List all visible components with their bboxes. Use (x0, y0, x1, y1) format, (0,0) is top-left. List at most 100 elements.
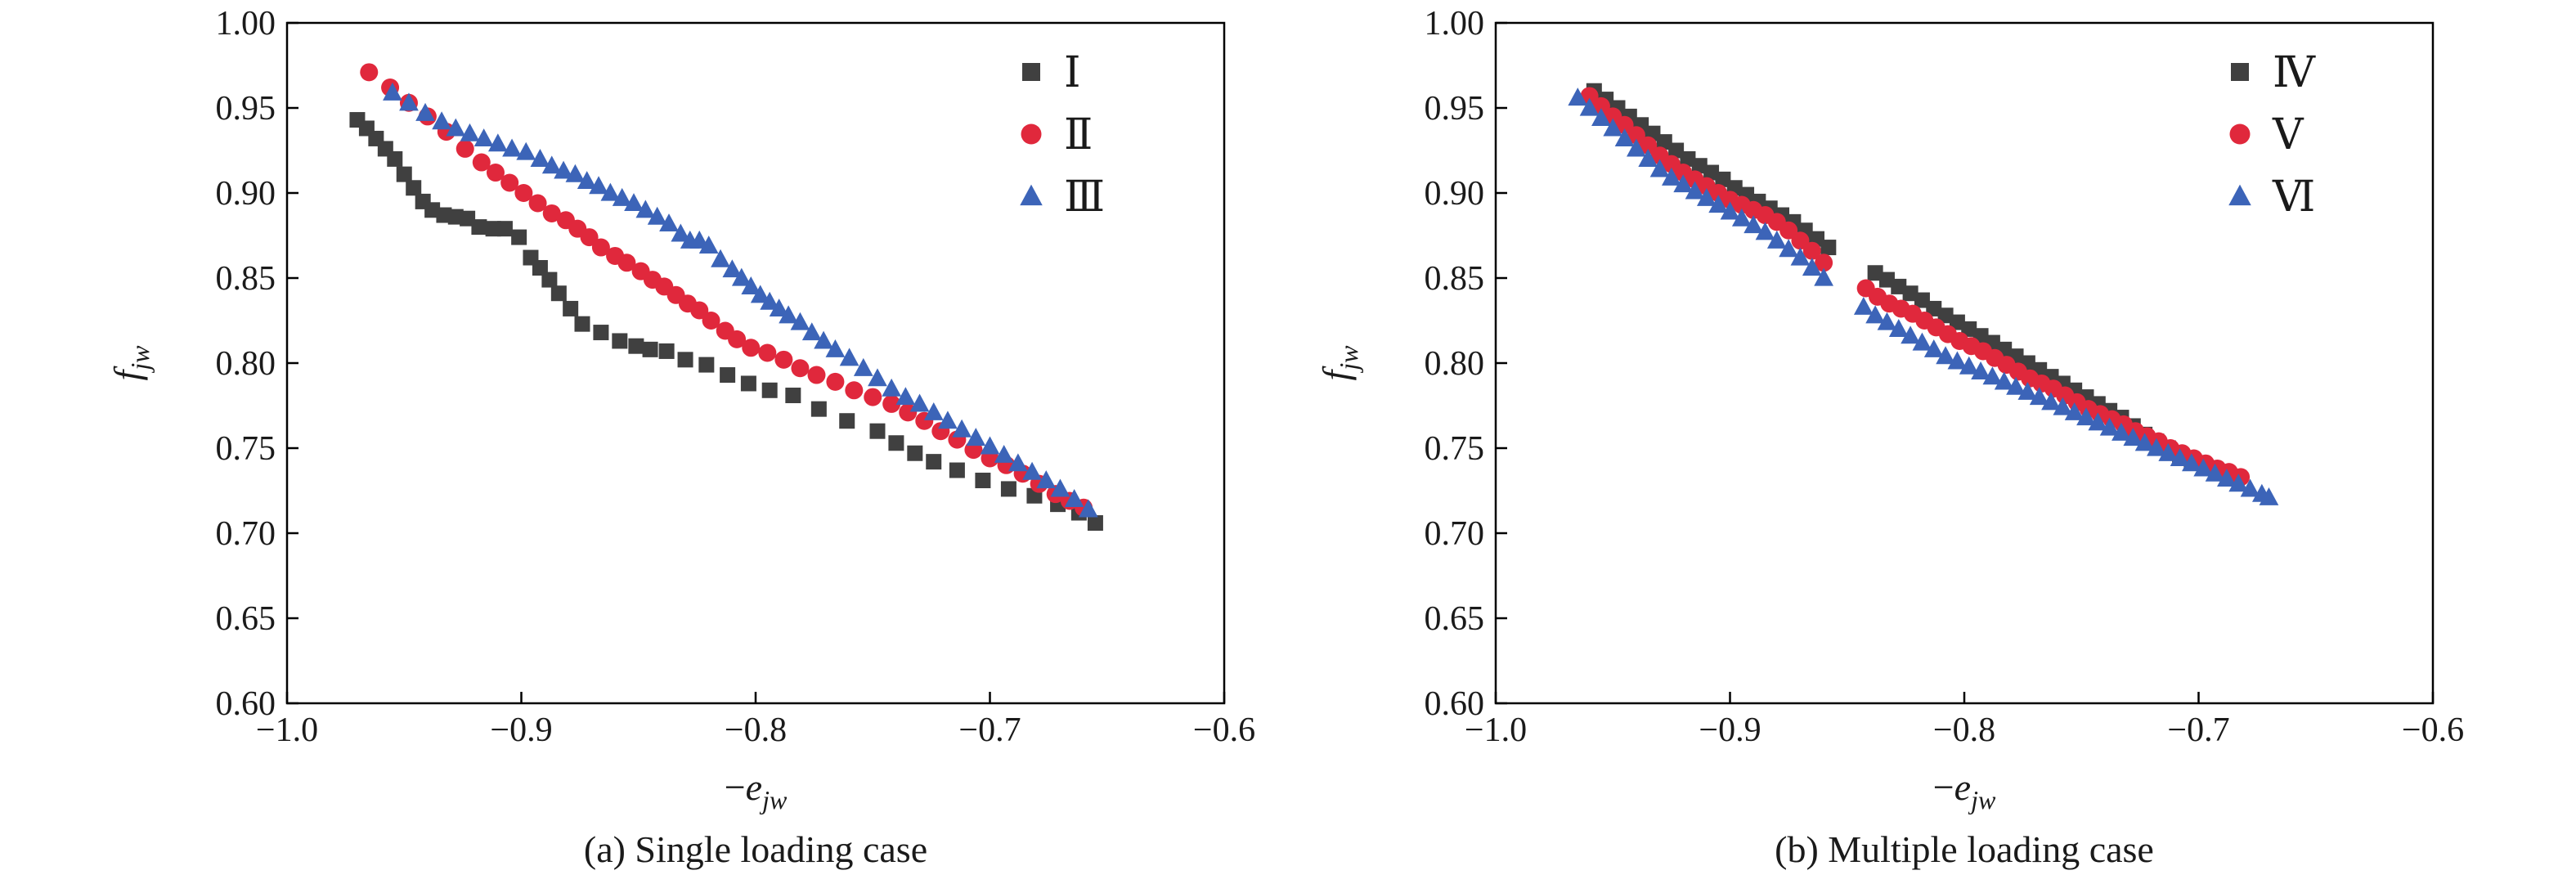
data-point (415, 102, 435, 121)
y-axis-label: fjw (1315, 345, 1363, 381)
data-point (399, 92, 419, 111)
data-point (702, 312, 720, 330)
data-point (502, 138, 522, 157)
x-tick-label: −0.8 (1933, 711, 1995, 749)
data-point (750, 285, 770, 303)
data-point (2076, 407, 2096, 426)
data-point (825, 339, 846, 357)
data-point (500, 173, 519, 192)
data-point (472, 153, 491, 172)
data-point (1961, 321, 1977, 337)
data-point (396, 166, 412, 182)
data-point (1696, 187, 1717, 206)
data-point (565, 164, 586, 182)
chart-panel-a: −1.0 −0.9 −0.8 −0.7 −0.6 0.60 0.65 0.70 0.75 0.80… (106, 5, 1255, 870)
legend-label: Ⅵ (2272, 174, 2315, 221)
data-point (2182, 453, 2201, 472)
x-tick-label: −0.7 (958, 711, 1021, 749)
data-point (785, 388, 801, 404)
data-point (1926, 300, 1942, 316)
data-point (1802, 258, 1822, 276)
y-tick-label: 0.70 (216, 515, 276, 553)
legend: Ⅳ Ⅴ Ⅵ (2228, 50, 2316, 221)
data-point (1720, 201, 1740, 220)
data-point (600, 182, 621, 201)
legend-marker (1022, 63, 1040, 81)
data-point (647, 206, 667, 225)
data-point (1901, 325, 1920, 344)
data-point (980, 436, 1000, 455)
y-tick-label: 0.90 (216, 175, 276, 213)
data-point (1673, 174, 1694, 193)
data-point (1603, 118, 1623, 137)
y-tick-label: 1.00 (1425, 5, 1485, 43)
data-point (882, 378, 902, 397)
y-tick-label: 0.85 (216, 260, 276, 298)
data-point (1891, 278, 1907, 294)
legend-label: Ⅱ (1064, 112, 1093, 159)
y-tick-label: 0.85 (1425, 260, 1485, 298)
data-point (1656, 134, 1672, 150)
y-tick-label: 0.75 (216, 430, 276, 468)
data-point (456, 139, 474, 158)
data-point (1865, 305, 1886, 324)
panel-caption: (a) Single loading case (584, 828, 927, 870)
data-point (1691, 158, 1708, 174)
y-axis-label-subscript: jw (1334, 345, 1363, 374)
data-point (589, 176, 608, 195)
data-point (1627, 126, 1645, 145)
data-point (722, 259, 743, 278)
x-tick-label: −1.0 (256, 711, 318, 749)
legend-marker (2229, 123, 2251, 145)
data-point (1614, 128, 1635, 147)
data-point (769, 298, 789, 317)
data-point (1744, 215, 1764, 234)
data-point (612, 333, 628, 349)
data-point (720, 367, 736, 384)
data-point (1802, 241, 1821, 260)
x-tick-label: −0.9 (490, 711, 552, 749)
data-point (839, 348, 859, 366)
data-point (671, 223, 691, 242)
legend-marker (1020, 184, 1043, 206)
data-point (2053, 397, 2073, 415)
data-point (2029, 387, 2049, 406)
series-square (349, 112, 1103, 532)
data-point (436, 207, 452, 223)
data-point (554, 160, 573, 179)
data-point (1947, 351, 1968, 370)
data-point (1994, 371, 2014, 390)
data-point (994, 444, 1014, 463)
data-point (532, 260, 548, 276)
data-point (711, 249, 730, 267)
data-point (1791, 231, 1810, 250)
y-tick-label: 0.60 (1425, 685, 1485, 723)
data-point (530, 149, 550, 167)
data-point (779, 305, 798, 324)
x-axis-label-subscript: jw (1968, 785, 1996, 814)
data-point (1936, 346, 1955, 365)
data-point (698, 357, 715, 373)
data-point (791, 359, 810, 378)
data-point (1867, 265, 1883, 281)
data-point (628, 338, 644, 354)
data-point (541, 271, 558, 288)
data-point (1685, 181, 1705, 200)
x-tick-label: −0.6 (2402, 711, 2464, 749)
data-point (1064, 489, 1084, 507)
legend-marker (2231, 63, 2249, 81)
data-point (938, 411, 958, 429)
data-point (659, 213, 679, 232)
data-point (839, 413, 855, 429)
data-point (1766, 230, 1787, 249)
data-point (387, 150, 403, 167)
x-axis-label-main: e (1954, 766, 1971, 808)
data-point (731, 267, 752, 286)
data-point (2217, 469, 2237, 487)
data-point (2205, 463, 2225, 482)
y-tick-label: 1.00 (216, 5, 276, 43)
data-point (1087, 515, 1103, 532)
data-point (471, 219, 487, 236)
y-tick-label: 0.95 (216, 90, 276, 128)
data-point (1708, 195, 1729, 213)
